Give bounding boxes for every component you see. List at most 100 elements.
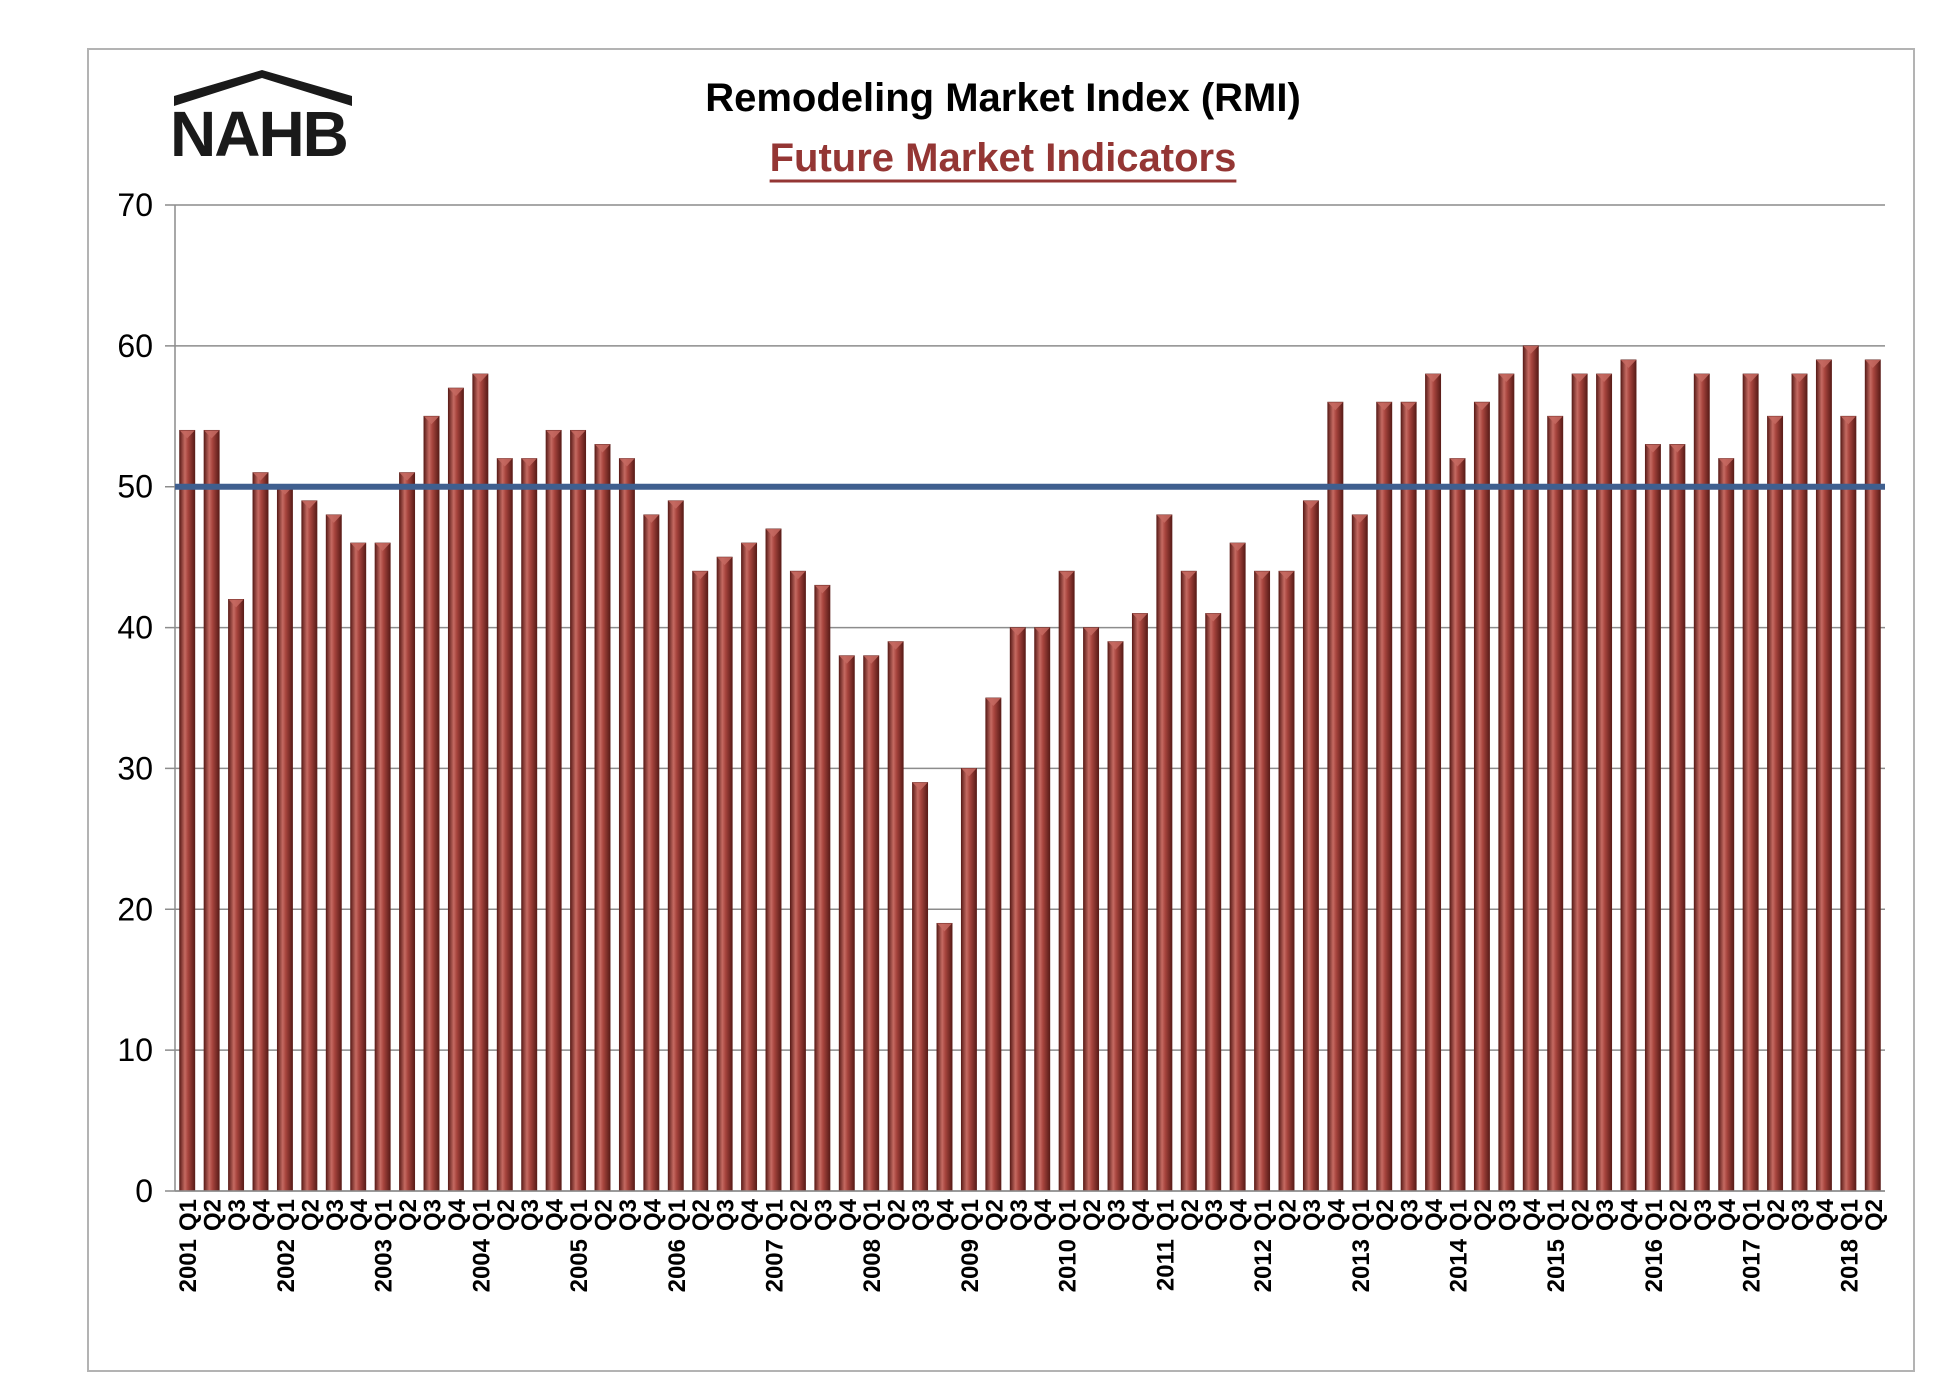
bar-rect — [618, 458, 635, 1192]
bar — [325, 514, 342, 1192]
x-tick-quarter: Q4 — [1519, 1198, 1546, 1231]
bar-cap — [1474, 402, 1490, 411]
bar-rect — [1742, 373, 1759, 1192]
bar-rect — [545, 429, 562, 1192]
bar-cap — [790, 571, 806, 580]
x-tick-year: 2004 — [468, 1238, 495, 1292]
x-tick-quarter: Q4 — [249, 1198, 276, 1231]
bar — [1302, 500, 1319, 1192]
bar-cap — [1181, 571, 1197, 580]
x-tick-quarter: Q4 — [346, 1198, 373, 1231]
bar — [1449, 458, 1466, 1192]
bar-cap — [570, 430, 586, 439]
bar-rect — [667, 500, 684, 1192]
bar — [1400, 401, 1417, 1192]
bar-cap — [423, 416, 440, 425]
bar — [1571, 373, 1588, 1192]
x-tick-quarter: Q3 — [1788, 1199, 1815, 1231]
bar — [1693, 373, 1710, 1192]
bar-cap — [1083, 627, 1099, 636]
bar-cap — [985, 698, 1001, 706]
y-tick-label: 30 — [117, 750, 153, 786]
bar-rect — [1083, 627, 1100, 1192]
bar-rect — [692, 570, 709, 1192]
bar-rect — [643, 514, 660, 1192]
y-tick-label: 10 — [117, 1032, 153, 1068]
bar-rect — [1229, 542, 1246, 1192]
bar-rect — [1351, 514, 1368, 1192]
bar — [1547, 415, 1564, 1192]
bar — [1254, 570, 1271, 1192]
x-tick-quarter: Q4 — [1226, 1198, 1253, 1231]
x-tick-quarter: Q2 — [1470, 1199, 1497, 1231]
bar-rect — [838, 655, 855, 1192]
x-tick-quarter: Q2 — [1177, 1199, 1204, 1231]
bar — [960, 768, 977, 1192]
bar — [1425, 373, 1442, 1192]
bar — [1840, 415, 1857, 1192]
bar-cap — [888, 641, 904, 650]
x-tick-quarter: Q2 — [1763, 1199, 1790, 1231]
bar-rect — [1205, 613, 1222, 1192]
x-tick-quarter: Q2 — [1372, 1199, 1399, 1231]
bar-cap — [1278, 571, 1295, 580]
bar-rect — [423, 415, 440, 1192]
x-tick-quarter: Q1 — [1836, 1199, 1863, 1231]
bar-rect — [1131, 613, 1148, 1192]
bar-cap — [1327, 402, 1343, 411]
logo-text: NAHB — [170, 98, 347, 170]
bar-rect — [1400, 401, 1417, 1192]
x-tick-quarter: Q3 — [1299, 1199, 1326, 1231]
bar — [887, 641, 904, 1192]
bar-cap — [326, 514, 342, 523]
bar-cap — [863, 655, 879, 664]
x-axis: Q12001Q2Q3Q4Q12002Q2Q3Q4Q12003Q2Q3Q4Q120… — [175, 1190, 1888, 1292]
x-tick-year: 2012 — [1250, 1239, 1277, 1292]
bar-rect — [252, 472, 269, 1192]
bar-rect — [1034, 627, 1051, 1192]
bar-cap — [1059, 571, 1075, 580]
bar-rect — [496, 458, 513, 1192]
bar — [1327, 401, 1344, 1192]
bar-cap — [741, 543, 757, 552]
bar-cap — [594, 444, 611, 453]
bar — [1229, 542, 1246, 1192]
x-tick-quarter: Q4 — [1714, 1198, 1741, 1231]
bar-cap — [1572, 374, 1588, 383]
y-tick-label: 50 — [117, 469, 153, 505]
bar-cap — [252, 472, 269, 481]
bar — [472, 373, 489, 1192]
x-tick-quarter: Q2 — [981, 1199, 1008, 1231]
bar — [912, 782, 929, 1192]
bar-cap — [1596, 374, 1612, 383]
bar — [1205, 613, 1222, 1192]
bar-rect — [1376, 401, 1393, 1192]
bar — [545, 429, 562, 1192]
bar-cap — [179, 430, 195, 439]
bar-rect — [1278, 570, 1295, 1192]
bar — [570, 429, 587, 1192]
bar-cap — [765, 528, 782, 537]
x-tick-quarter: Q1 — [1739, 1199, 1766, 1231]
bar-rect — [765, 528, 782, 1192]
x-tick-quarter: Q4 — [1323, 1198, 1350, 1231]
x-tick-year: 2015 — [1543, 1239, 1570, 1292]
x-tick-year: 2008 — [859, 1239, 886, 1292]
bar-cap — [1205, 613, 1221, 622]
bar — [716, 556, 733, 1192]
x-tick-quarter: Q2 — [493, 1199, 520, 1231]
x-tick-quarter: Q3 — [420, 1199, 447, 1231]
bar — [1522, 345, 1539, 1192]
bar-cap — [1816, 359, 1832, 368]
bar-rect — [789, 570, 806, 1192]
x-tick-year: 2005 — [566, 1239, 593, 1292]
bar-rect — [1669, 444, 1686, 1192]
x-tick-quarter: Q4 — [542, 1198, 569, 1231]
bar-rect — [985, 697, 1002, 1192]
bar — [374, 542, 391, 1192]
bar-cap — [228, 599, 244, 608]
x-tick-quarter: Q2 — [786, 1199, 813, 1231]
x-tick-year: 2006 — [664, 1239, 691, 1292]
bar — [1376, 401, 1393, 1192]
bar — [863, 655, 880, 1192]
